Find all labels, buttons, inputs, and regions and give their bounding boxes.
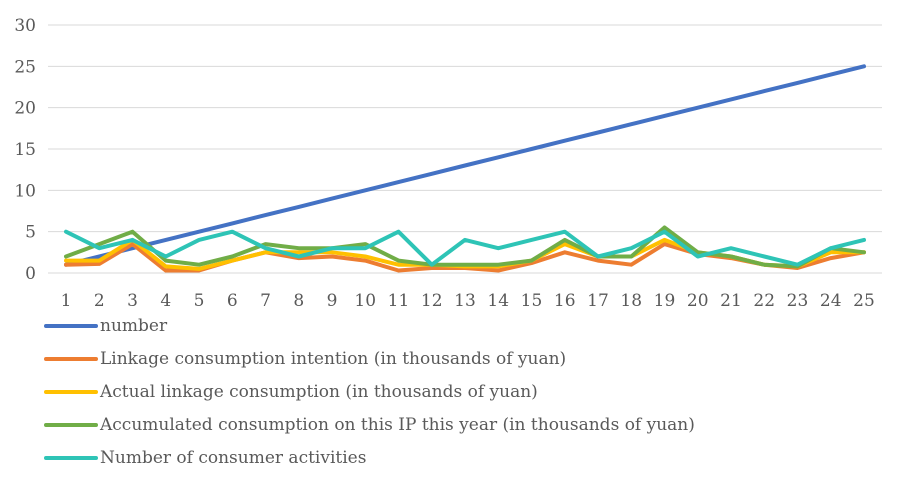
series-line-3 [64,225,866,269]
legend-item: Linkage consumption intention (in thousa… [44,342,695,375]
legend-item: Accumulated consumption on this IP this … [44,408,695,441]
y-tick-label: 0 [25,264,36,284]
x-tick-label: 6 [227,291,238,310]
y-axis-ticks: 0 5 10 15 20 25 30 [14,16,36,284]
x-tick-label: 14 [487,291,509,310]
x-tick-label: 7 [260,291,271,310]
series-line-0 [64,64,866,267]
x-tick-label: 24 [820,291,842,310]
x-tick-label: 5 [194,291,205,310]
x-tick-label: 16 [554,291,576,310]
gridlines [48,24,882,274]
x-tick-label: 12 [421,291,443,310]
legend-label: Actual linkage consumption (in thousands… [100,381,538,402]
legend-label: number [100,315,168,336]
x-tick-label: 3 [127,291,138,310]
x-tick-label: 21 [720,291,742,310]
x-tick-label: 10 [354,291,376,310]
x-tick-label: 18 [620,291,642,310]
x-tick-label: 9 [327,291,338,310]
x-tick-label: 11 [388,291,410,310]
y-tick-label: 20 [14,99,36,119]
x-tick-label: 1 [61,291,72,310]
legend-swatch [44,323,98,328]
legend-item: number [44,309,695,342]
x-tick-label: 15 [521,291,543,310]
x-tick-label: 2 [94,291,105,310]
x-axis-ticks: 1 2 3 4 5 6 7 8 9 10 11 12 13 14 15 16 17 18 19 20 21 22 23 24 2… [61,291,875,310]
legend-swatch [44,455,98,460]
x-tick-label: 20 [687,291,709,310]
series-lines [64,64,866,273]
x-tick-label: 23 [787,291,809,310]
series-line-4 [64,229,866,267]
legend-label: Accumulated consumption on this IP this … [100,414,695,435]
x-tick-label: 19 [654,291,676,310]
legend-label: Number of consumer activities [100,447,367,468]
y-tick-label: 10 [14,181,36,201]
y-tick-label: 25 [14,57,36,77]
x-tick-label: 25 [853,291,875,310]
x-tick-label: 13 [454,291,476,310]
legend-swatch [44,356,98,361]
legend-swatch [44,389,98,394]
y-tick-label: 5 [25,223,36,243]
x-tick-label: 8 [293,291,304,310]
y-tick-label: 30 [14,16,36,36]
legend-swatch [44,422,98,427]
legend-label: Linkage consumption intention (in thousa… [100,348,567,369]
y-tick-label: 15 [14,140,36,160]
x-tick-label: 17 [587,291,609,310]
x-tick-label: 22 [753,291,775,310]
x-tick-label: 4 [160,291,171,310]
legend-item: Actual linkage consumption (in thousands… [44,375,695,408]
legend: number Linkage consumption intention (in … [44,309,695,474]
legend-item: Number of consumer activities [44,441,695,474]
